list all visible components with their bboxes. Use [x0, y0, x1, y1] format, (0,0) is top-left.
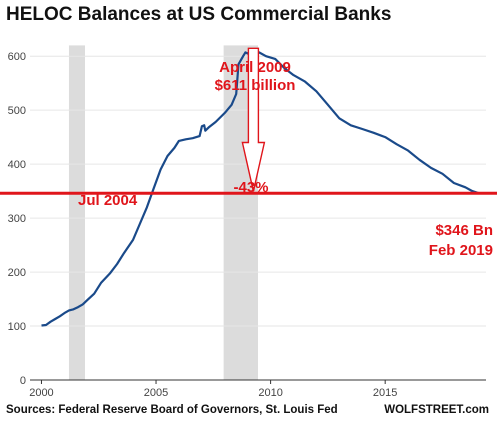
- x-tick-label-2005: 2005: [144, 387, 168, 399]
- axes: 0 100 200 300 400 500 600 2000 2005 2010 2015: [8, 51, 486, 399]
- annotation-end-value: $346 Bn: [435, 222, 493, 239]
- chart-title: HELOC Balances at US Commercial Banks: [6, 4, 392, 25]
- reference-layer: [0, 47, 497, 195]
- annotations: April 2009 $611 billion -43% Jul 2004 $3…: [78, 59, 493, 259]
- y-tick-label-500: 500: [8, 105, 26, 117]
- y-tick-label-100: 100: [8, 321, 26, 333]
- annotation-cross-date: Jul 2004: [78, 192, 138, 209]
- brand-watermark: WOLFSTREET.com: [384, 404, 489, 416]
- annotation-end-date: Feb 2019: [429, 242, 493, 259]
- annotation-peak-date: April 2009: [219, 59, 291, 76]
- annotation-drop: -43%: [233, 179, 268, 196]
- y-tick-label-200: 200: [8, 267, 26, 279]
- series-layer: [41, 49, 480, 327]
- x-tick-label-2010: 2010: [258, 387, 282, 399]
- annotation-peak-value: $611 billion: [215, 77, 296, 94]
- y-tick-label-600: 600: [8, 51, 26, 63]
- recession-bands: [68, 45, 258, 381]
- y-tick-label-300: 300: [8, 213, 26, 225]
- source-note: Sources: Federal Reserve Board of Govern…: [6, 404, 338, 416]
- x-tick-label-2000: 2000: [29, 387, 53, 399]
- series-line-1: [41, 49, 480, 327]
- drop-arrow: [241, 47, 266, 192]
- y-tick-label-0: 0: [20, 375, 26, 387]
- recession-band-1: [68, 45, 85, 381]
- y-tick-label-400: 400: [8, 159, 26, 171]
- x-tick-label-2015: 2015: [373, 387, 397, 399]
